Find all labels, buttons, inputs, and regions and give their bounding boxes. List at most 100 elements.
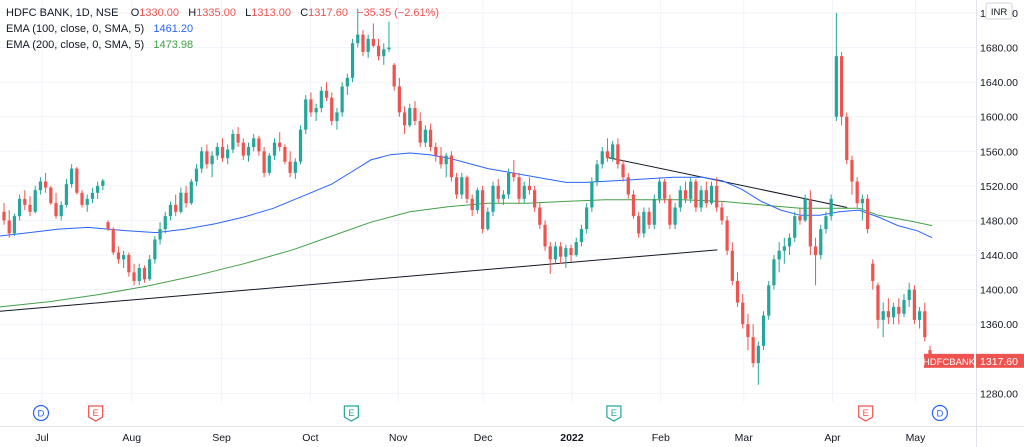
candle-body[interactable] [127, 255, 131, 273]
candle-body[interactable] [907, 289, 911, 300]
earnings-marker[interactable] [858, 405, 874, 422]
candle-body[interactable] [668, 198, 672, 225]
candle-body[interactable] [673, 207, 677, 225]
candle-body[interactable] [891, 306, 896, 318]
candle-body[interactable] [428, 129, 433, 147]
candle-body[interactable] [413, 108, 417, 122]
candle-body[interactable] [912, 289, 917, 320]
candle-body[interactable] [298, 129, 303, 162]
candle-body[interactable] [533, 190, 537, 208]
candle-body[interactable] [75, 168, 79, 193]
candle-body[interactable] [153, 239, 157, 260]
candle-body[interactable] [7, 220, 11, 234]
candle-body[interactable] [106, 222, 110, 230]
candle-body[interactable] [449, 155, 454, 178]
candle-body[interactable] [116, 252, 121, 260]
candle-body[interactable] [210, 155, 214, 165]
candle-body[interactable] [751, 337, 755, 364]
candle-body[interactable] [585, 207, 589, 230]
candle-body[interactable] [148, 259, 152, 280]
candle-body[interactable] [454, 177, 459, 195]
candle-body[interactable] [886, 311, 890, 318]
candle-body[interactable] [319, 90, 323, 109]
candle-body[interactable] [392, 64, 396, 87]
candle-body[interactable] [746, 324, 750, 338]
candle-body[interactable] [486, 211, 490, 230]
candle-body[interactable] [616, 144, 620, 165]
candle-body[interactable] [480, 190, 485, 230]
candle-body[interactable] [574, 242, 578, 256]
candle-body[interactable] [621, 164, 625, 178]
candle-body[interactable] [507, 172, 511, 195]
candle-body[interactable] [850, 159, 854, 182]
candle-body[interactable] [122, 255, 126, 260]
candle-body[interactable] [168, 204, 173, 217]
candle-body[interactable] [579, 229, 584, 243]
candle-body[interactable] [522, 185, 526, 199]
candle-body[interactable] [293, 161, 297, 173]
candle-body[interactable] [860, 198, 864, 204]
candle-body[interactable] [564, 248, 568, 257]
candle-body[interactable] [923, 311, 927, 338]
candle-body[interactable] [845, 116, 849, 160]
candle-body[interactable] [418, 121, 422, 143]
candle-body[interactable] [709, 185, 714, 204]
candle-body[interactable] [184, 192, 188, 204]
candle-body[interactable] [189, 181, 193, 204]
candle-body[interactable] [865, 198, 870, 230]
earnings-marker[interactable] [88, 405, 104, 422]
candle-body[interactable] [813, 246, 818, 256]
candle-body[interactable] [33, 190, 37, 212]
candle-body[interactable] [350, 43, 355, 78]
candle-body[interactable] [590, 181, 594, 208]
candle-body[interactable] [246, 146, 251, 156]
candle-body[interactable] [689, 181, 693, 199]
candle-body[interactable] [38, 181, 43, 191]
candle-body[interactable] [101, 180, 105, 186]
ema200-row[interactable]: EMA (200, close, 0, SMA, 5) 1473.98 [6, 37, 439, 53]
candle-body[interactable] [637, 216, 641, 234]
ema100-line[interactable] [0, 152, 933, 239]
candle-body[interactable] [174, 204, 178, 212]
candle-body[interactable] [782, 246, 786, 251]
candle-body[interactable] [631, 194, 636, 217]
candle-body[interactable] [548, 246, 552, 260]
candle-body[interactable] [283, 146, 287, 162]
candle-body[interactable] [387, 47, 391, 50]
candle-body[interactable] [642, 211, 646, 234]
candle-body[interactable] [600, 151, 604, 165]
candle-body[interactable] [382, 49, 386, 57]
candle-body[interactable] [215, 146, 219, 156]
candle-body[interactable] [824, 216, 828, 230]
candle-body[interactable] [85, 198, 89, 205]
candle-body[interactable] [309, 99, 313, 113]
candle-body[interactable] [49, 187, 53, 204]
candle-body[interactable] [767, 285, 771, 316]
candle-body[interactable] [434, 146, 438, 156]
candle-body[interactable] [512, 172, 516, 178]
candle-body[interactable] [304, 99, 308, 130]
candle-body[interactable] [345, 77, 349, 87]
candle-body[interactable] [897, 306, 901, 314]
candle-body[interactable] [200, 151, 204, 169]
candle-body[interactable] [278, 142, 282, 147]
dividend-marker[interactable] [32, 404, 50, 422]
candle-body[interactable] [902, 299, 906, 314]
candle-body[interactable] [465, 177, 469, 199]
candle-body[interactable] [917, 311, 922, 320]
candle-body[interactable] [28, 204, 32, 212]
candle-body[interactable] [23, 198, 27, 205]
candle-body[interactable] [543, 224, 547, 247]
candle-body[interactable] [267, 155, 271, 173]
candle-body[interactable] [652, 198, 656, 225]
candle-body[interactable] [340, 86, 344, 113]
candle-body[interactable] [798, 216, 802, 221]
candle-body[interactable] [220, 146, 225, 159]
candle-body[interactable] [179, 192, 183, 212]
candle-body[interactable] [137, 268, 141, 281]
candle-body[interactable] [725, 220, 729, 251]
candle-body[interactable] [90, 192, 95, 199]
candle-body[interactable] [720, 207, 724, 221]
candle-body[interactable] [272, 142, 277, 156]
